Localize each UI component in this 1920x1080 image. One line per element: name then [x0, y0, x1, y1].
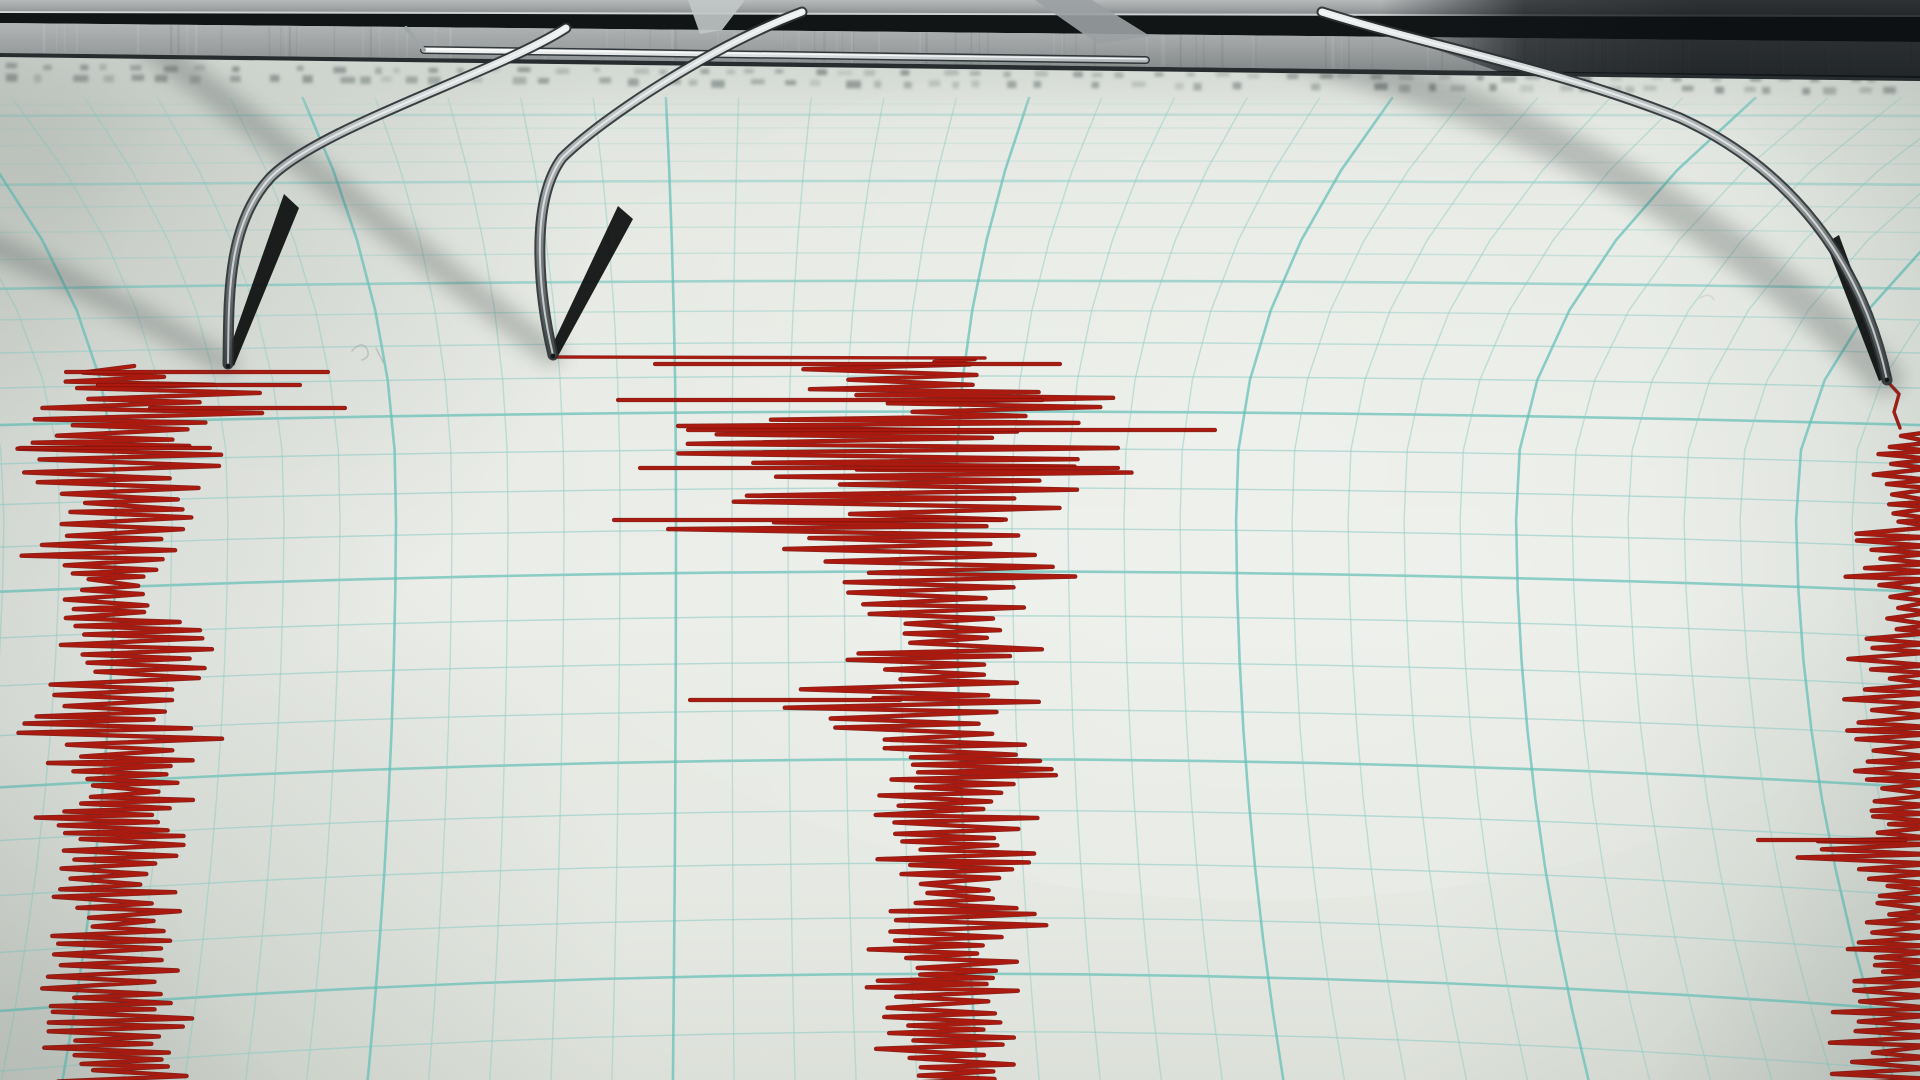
- pen-arm-right: [1316, 6, 1893, 386]
- rail-end-tab: [404, 26, 426, 52]
- pen-tip: [1884, 377, 1890, 383]
- frame-bottom-edge: [0, 53, 1920, 81]
- frame-joint: [1035, 0, 1150, 44]
- rail-glint: [423, 48, 1147, 60]
- rail-body: [421, 47, 1149, 63]
- chrome-rail: [404, 26, 1150, 64]
- frame-bar: [0, 23, 1920, 76]
- pen-tip: [225, 363, 231, 369]
- arm-glint: [1321, 11, 1888, 381]
- frame: [0, 0, 1920, 81]
- frame-joint: [688, 0, 745, 34]
- pen-tip: [550, 353, 556, 359]
- arm-glint: [538, 11, 803, 356]
- arm-glint: [227, 27, 567, 365]
- frame-right-shadow: [1380, 0, 1920, 78]
- pen-arm-middle: [534, 6, 808, 361]
- pen-arm-left: [222, 22, 572, 370]
